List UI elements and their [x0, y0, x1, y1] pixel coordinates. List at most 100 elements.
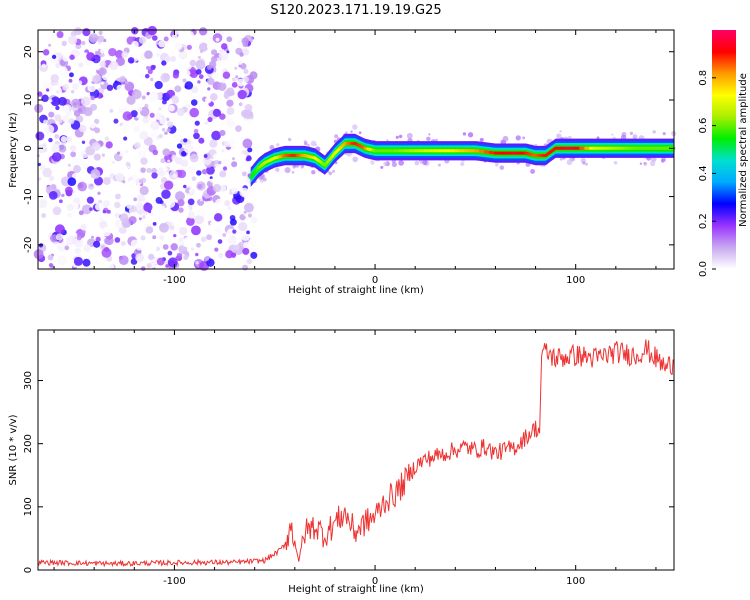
spectrogram-frame: [37, 29, 675, 270]
snr-xlabel: Height of straight line (km): [288, 584, 424, 595]
noise-blob: [118, 255, 129, 266]
noise-blob: [240, 63, 247, 70]
noise-blob: [191, 225, 201, 236]
x-tick-label: 100: [566, 275, 585, 286]
noise-blob: [48, 262, 53, 268]
noise-blob: [217, 160, 222, 165]
noise-blob: [144, 50, 153, 59]
ridge-halo-blob: [649, 160, 656, 167]
noise-blob: [235, 75, 239, 79]
noise-blob: [64, 245, 70, 251]
noise-blob: [101, 226, 112, 237]
noise-blob: [102, 200, 110, 208]
noise-blob: [140, 157, 148, 165]
noise-blob: [132, 174, 138, 181]
ridge-halo-blob: [661, 157, 666, 163]
noise-blob: [216, 90, 225, 98]
noise-blob: [146, 91, 150, 96]
noise-blob: [201, 169, 208, 175]
noise-blob: [247, 238, 257, 248]
noise-blob: [163, 180, 174, 190]
noise-blob: [58, 144, 67, 153]
noise-blob: [133, 67, 140, 74]
noise-blob: [158, 134, 163, 139]
noise-blob: [195, 59, 206, 70]
noise-blob: [147, 253, 155, 260]
noise-blob: [153, 246, 157, 250]
noise-blob: [151, 167, 158, 174]
noise-blob: [138, 213, 144, 218]
noise-blob: [189, 59, 197, 67]
noise-blob: [218, 51, 229, 61]
noise-blob: [198, 137, 205, 144]
noise-blob: [147, 68, 153, 75]
noise-blob: [97, 191, 101, 195]
noise-blob: [161, 99, 167, 105]
noise-blob: [114, 212, 120, 218]
snr-axes: -100 0 100 0 100 200 300: [23, 330, 674, 587]
noise-blob: [226, 107, 235, 115]
noise-blob: [190, 247, 195, 251]
ridge-halo-blob: [391, 161, 397, 168]
noise-blob: [172, 72, 180, 79]
noise-blob: [231, 77, 236, 82]
noise-blob: [53, 39, 63, 48]
noise-blob: [188, 189, 193, 193]
noise-blob: [56, 31, 64, 39]
noise-blob: [152, 222, 157, 226]
noise-blob: [62, 55, 70, 62]
colorbar-tick-label: 0.8: [698, 70, 709, 86]
noise-blob: [95, 236, 101, 242]
noise-blob: [243, 210, 247, 214]
ridge-halo-blob: [596, 136, 600, 140]
noise-blob: [186, 103, 191, 108]
noise-blob: [167, 159, 171, 163]
y-tick-label: 100: [23, 497, 34, 516]
noise-blob: [179, 50, 187, 58]
noise-blob: [49, 99, 53, 103]
noise-blob: [129, 130, 134, 135]
noise-blob: [166, 128, 171, 133]
noise-blob: [73, 256, 83, 266]
noise-blob: [194, 120, 200, 126]
noise-blob: [82, 28, 91, 37]
noise-blob: [160, 158, 166, 164]
noise-blob: [58, 66, 68, 76]
noise-blob: [90, 69, 97, 76]
ridge-halo-blob: [310, 140, 317, 147]
noise-blob: [159, 222, 169, 233]
noise-blob: [181, 205, 190, 214]
noise-blob: [206, 41, 216, 51]
noise-blob: [179, 226, 188, 236]
ridge-halo-blob: [639, 162, 643, 165]
ridge-halo-blob: [613, 160, 618, 165]
noise-blob: [207, 116, 213, 123]
noise-blob: [93, 153, 101, 161]
noise-blob: [193, 132, 200, 140]
noise-blob: [165, 117, 170, 122]
noise-blob: [162, 244, 169, 250]
noise-blob: [198, 74, 204, 79]
noise-blob: [115, 56, 125, 67]
ridge-halo-blob: [499, 165, 505, 170]
noise-blob: [90, 95, 95, 101]
noise-blob: [120, 123, 130, 132]
noise-blob: [244, 117, 253, 126]
noise-blob: [37, 162, 42, 167]
noise-blob: [155, 41, 159, 45]
noise-blob: [161, 189, 171, 199]
noise-blob: [94, 202, 103, 211]
noise-blob: [131, 40, 139, 49]
noise-blob: [183, 143, 194, 154]
noise-blob: [167, 257, 178, 268]
spectrogram-heatmap: [33, 25, 677, 272]
noise-blob: [39, 164, 46, 171]
noise-blob: [73, 110, 81, 117]
noise-blob: [62, 115, 70, 123]
noise-blob: [133, 125, 140, 133]
snr-panel: -100 0 100 0 100 200 300 Height of straight li…: [8, 329, 675, 595]
noise-blob: [82, 230, 86, 234]
noise-blob: [224, 200, 231, 207]
ridge-halo-blob: [291, 170, 295, 174]
